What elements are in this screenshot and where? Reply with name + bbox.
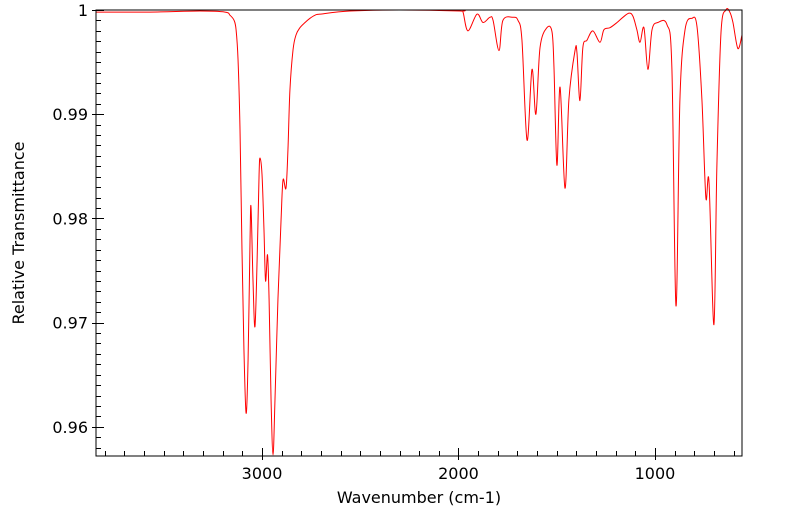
axis-ticks	[92, 10, 735, 460]
y-tick-label: 0.99	[52, 105, 88, 124]
y-tick-label: 1	[78, 1, 88, 20]
y-tick-label: 0.98	[52, 209, 88, 228]
x-tick-label: 3000	[242, 464, 283, 483]
y-tick-label: 0.96	[52, 418, 88, 437]
x-axis-label: Wavenumber (cm-1)	[337, 488, 501, 507]
spectrum-line	[95, 8, 743, 456]
y-tick-label: 0.97	[52, 314, 88, 333]
y-axis-label: Relative Transmittance	[9, 141, 28, 324]
x-tick-label: 2000	[438, 464, 479, 483]
x-tick-label: 1000	[635, 464, 676, 483]
plot-frame	[95, 9, 743, 457]
tick-labels: 3000 2000 1000 0.96 0.97 0.98 0.99 1	[52, 1, 675, 483]
